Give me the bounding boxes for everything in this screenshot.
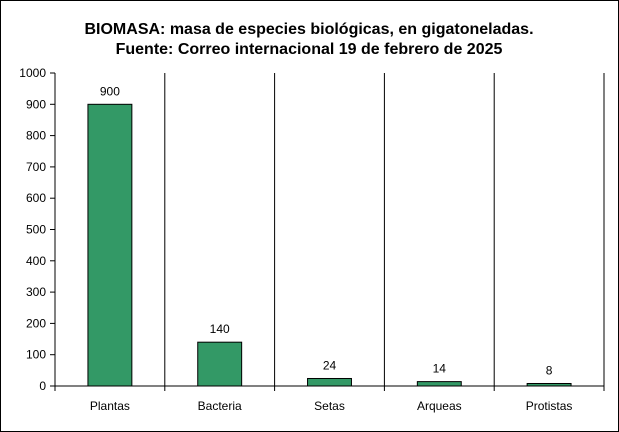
data-label: 14 bbox=[433, 362, 447, 376]
chart-subtitle: Fuente: Correo internacional 19 de febre… bbox=[116, 41, 503, 58]
category-label: Protistas bbox=[526, 399, 573, 413]
y-tick-label: 300 bbox=[26, 285, 46, 299]
y-tick-label: 600 bbox=[26, 191, 46, 205]
y-tick-label: 1000 bbox=[19, 66, 46, 80]
bar-bacteria bbox=[197, 341, 243, 387]
category-label: Setas bbox=[314, 399, 345, 413]
y-tick-label: 900 bbox=[26, 97, 46, 111]
y-tick-label: 700 bbox=[26, 160, 46, 174]
category-label: Plantas bbox=[90, 399, 130, 413]
bar-protistas bbox=[526, 382, 572, 387]
y-tick-label: 200 bbox=[26, 316, 46, 330]
data-label: 8 bbox=[546, 363, 553, 377]
y-tick-label: 100 bbox=[26, 348, 46, 362]
y-tick-label: 800 bbox=[26, 129, 46, 143]
y-tick-label: 0 bbox=[39, 379, 46, 393]
bar-plantas bbox=[87, 103, 133, 387]
bar-arqueas bbox=[416, 381, 462, 387]
data-label: 24 bbox=[323, 358, 337, 372]
plot-area: 0 100 200 300 400 500 600 700 800 900 1000 900 Plant… bbox=[19, 66, 605, 413]
category-label: Arqueas bbox=[417, 399, 462, 413]
category-label: Bacteria bbox=[198, 399, 242, 413]
data-label: 900 bbox=[100, 84, 120, 98]
y-tick-label: 500 bbox=[26, 223, 46, 237]
chart-title: BIOMASA: masa de especies biológicas, en… bbox=[84, 21, 533, 38]
data-label: 140 bbox=[210, 322, 230, 336]
y-tick-label: 400 bbox=[26, 254, 46, 268]
bar-setas bbox=[307, 377, 352, 387]
